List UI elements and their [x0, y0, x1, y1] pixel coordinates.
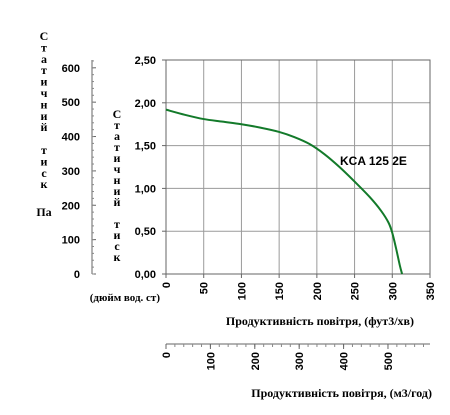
series-line	[165, 108, 404, 275]
m3-tick-label: 100	[205, 352, 217, 370]
y-tick-label: 0,50	[135, 226, 156, 238]
pa-tick-label: 300	[62, 166, 80, 178]
y-tick-label: 2,00	[135, 98, 156, 110]
plot-grid	[166, 60, 430, 274]
x-tick-label: 50	[199, 282, 211, 294]
x-axis-m3-label: Продуктивність повітря, (м3/год)	[251, 386, 432, 400]
m3-tick-label: 200	[250, 352, 262, 370]
m3-tick-label: 0	[161, 352, 173, 358]
y-axis-inwg: 0,00 0,50 1,00 1,50 2,00 2,50	[135, 55, 166, 281]
x-axis-cfm: 0 50 100 150 200 250 300 350	[161, 274, 437, 300]
pa-tick-label: 600	[62, 63, 80, 75]
plot-frame	[165, 59, 431, 275]
pa-tick-label: 100	[62, 235, 80, 247]
x-tick-label: 350	[425, 282, 437, 300]
m3-tick-label: 300	[294, 352, 306, 370]
y-tick-label: 2,50	[135, 55, 156, 67]
x-tick-label: 100	[236, 282, 248, 300]
pa-tick-label: 500	[62, 97, 80, 109]
y-axis-pa: 0 100 200 300 400 500 600	[62, 60, 96, 281]
m3-tick-label: 400	[339, 352, 351, 370]
pa-tick-label: 200	[62, 200, 80, 212]
pa-tick-label: 0	[74, 269, 80, 281]
y-tick-label: 1,00	[135, 183, 156, 195]
y-axis-inwg-unit: (дюйм вод. ст)	[90, 292, 161, 304]
m3-tick-label: 500	[383, 352, 395, 370]
series-label: KCA 125 2E	[340, 154, 407, 168]
x-tick-label: 250	[350, 282, 362, 300]
y-tick-label: 1,50	[135, 141, 156, 153]
pa-tick-label: 400	[62, 132, 80, 144]
x-tick-label: 0	[161, 282, 173, 288]
x-axis-m3h: 0 100 200 300 400 500	[161, 343, 430, 370]
y-tick-label: 0,00	[135, 269, 156, 281]
x-tick-label: 300	[387, 282, 399, 300]
series-layer	[165, 108, 404, 275]
x-axis-label: Продуктивність повітря, (фут3/хв)	[226, 314, 414, 328]
x-tick-label: 200	[312, 282, 324, 300]
x-tick-label: 150	[274, 282, 286, 300]
y-axis-pa-unit: Па	[36, 205, 51, 219]
